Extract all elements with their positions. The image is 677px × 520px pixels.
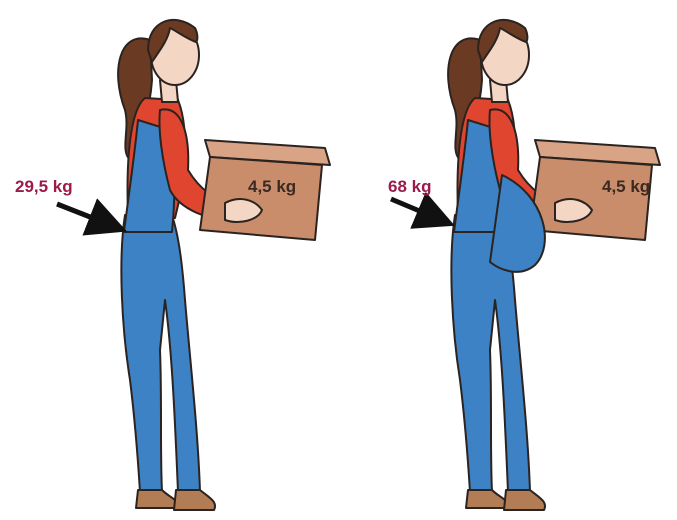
pregnant-figure <box>448 20 660 510</box>
arrow <box>57 204 113 226</box>
back-load-label: 29,5 kg <box>15 177 73 196</box>
page: 29,5 kg 4,5 kg 68 kg 4,5 kg (() => { con… <box>0 0 677 520</box>
woman-figure <box>118 20 330 510</box>
box-load-label: 4,5 kg <box>248 177 296 196</box>
woman-figure <box>448 20 660 510</box>
back-load-label: 68 kg <box>388 177 431 196</box>
illustration: 29,5 kg 4,5 kg 68 kg 4,5 kg <box>0 0 677 520</box>
box-load-label: 4,5 kg <box>602 177 650 196</box>
arrow <box>391 199 441 220</box>
